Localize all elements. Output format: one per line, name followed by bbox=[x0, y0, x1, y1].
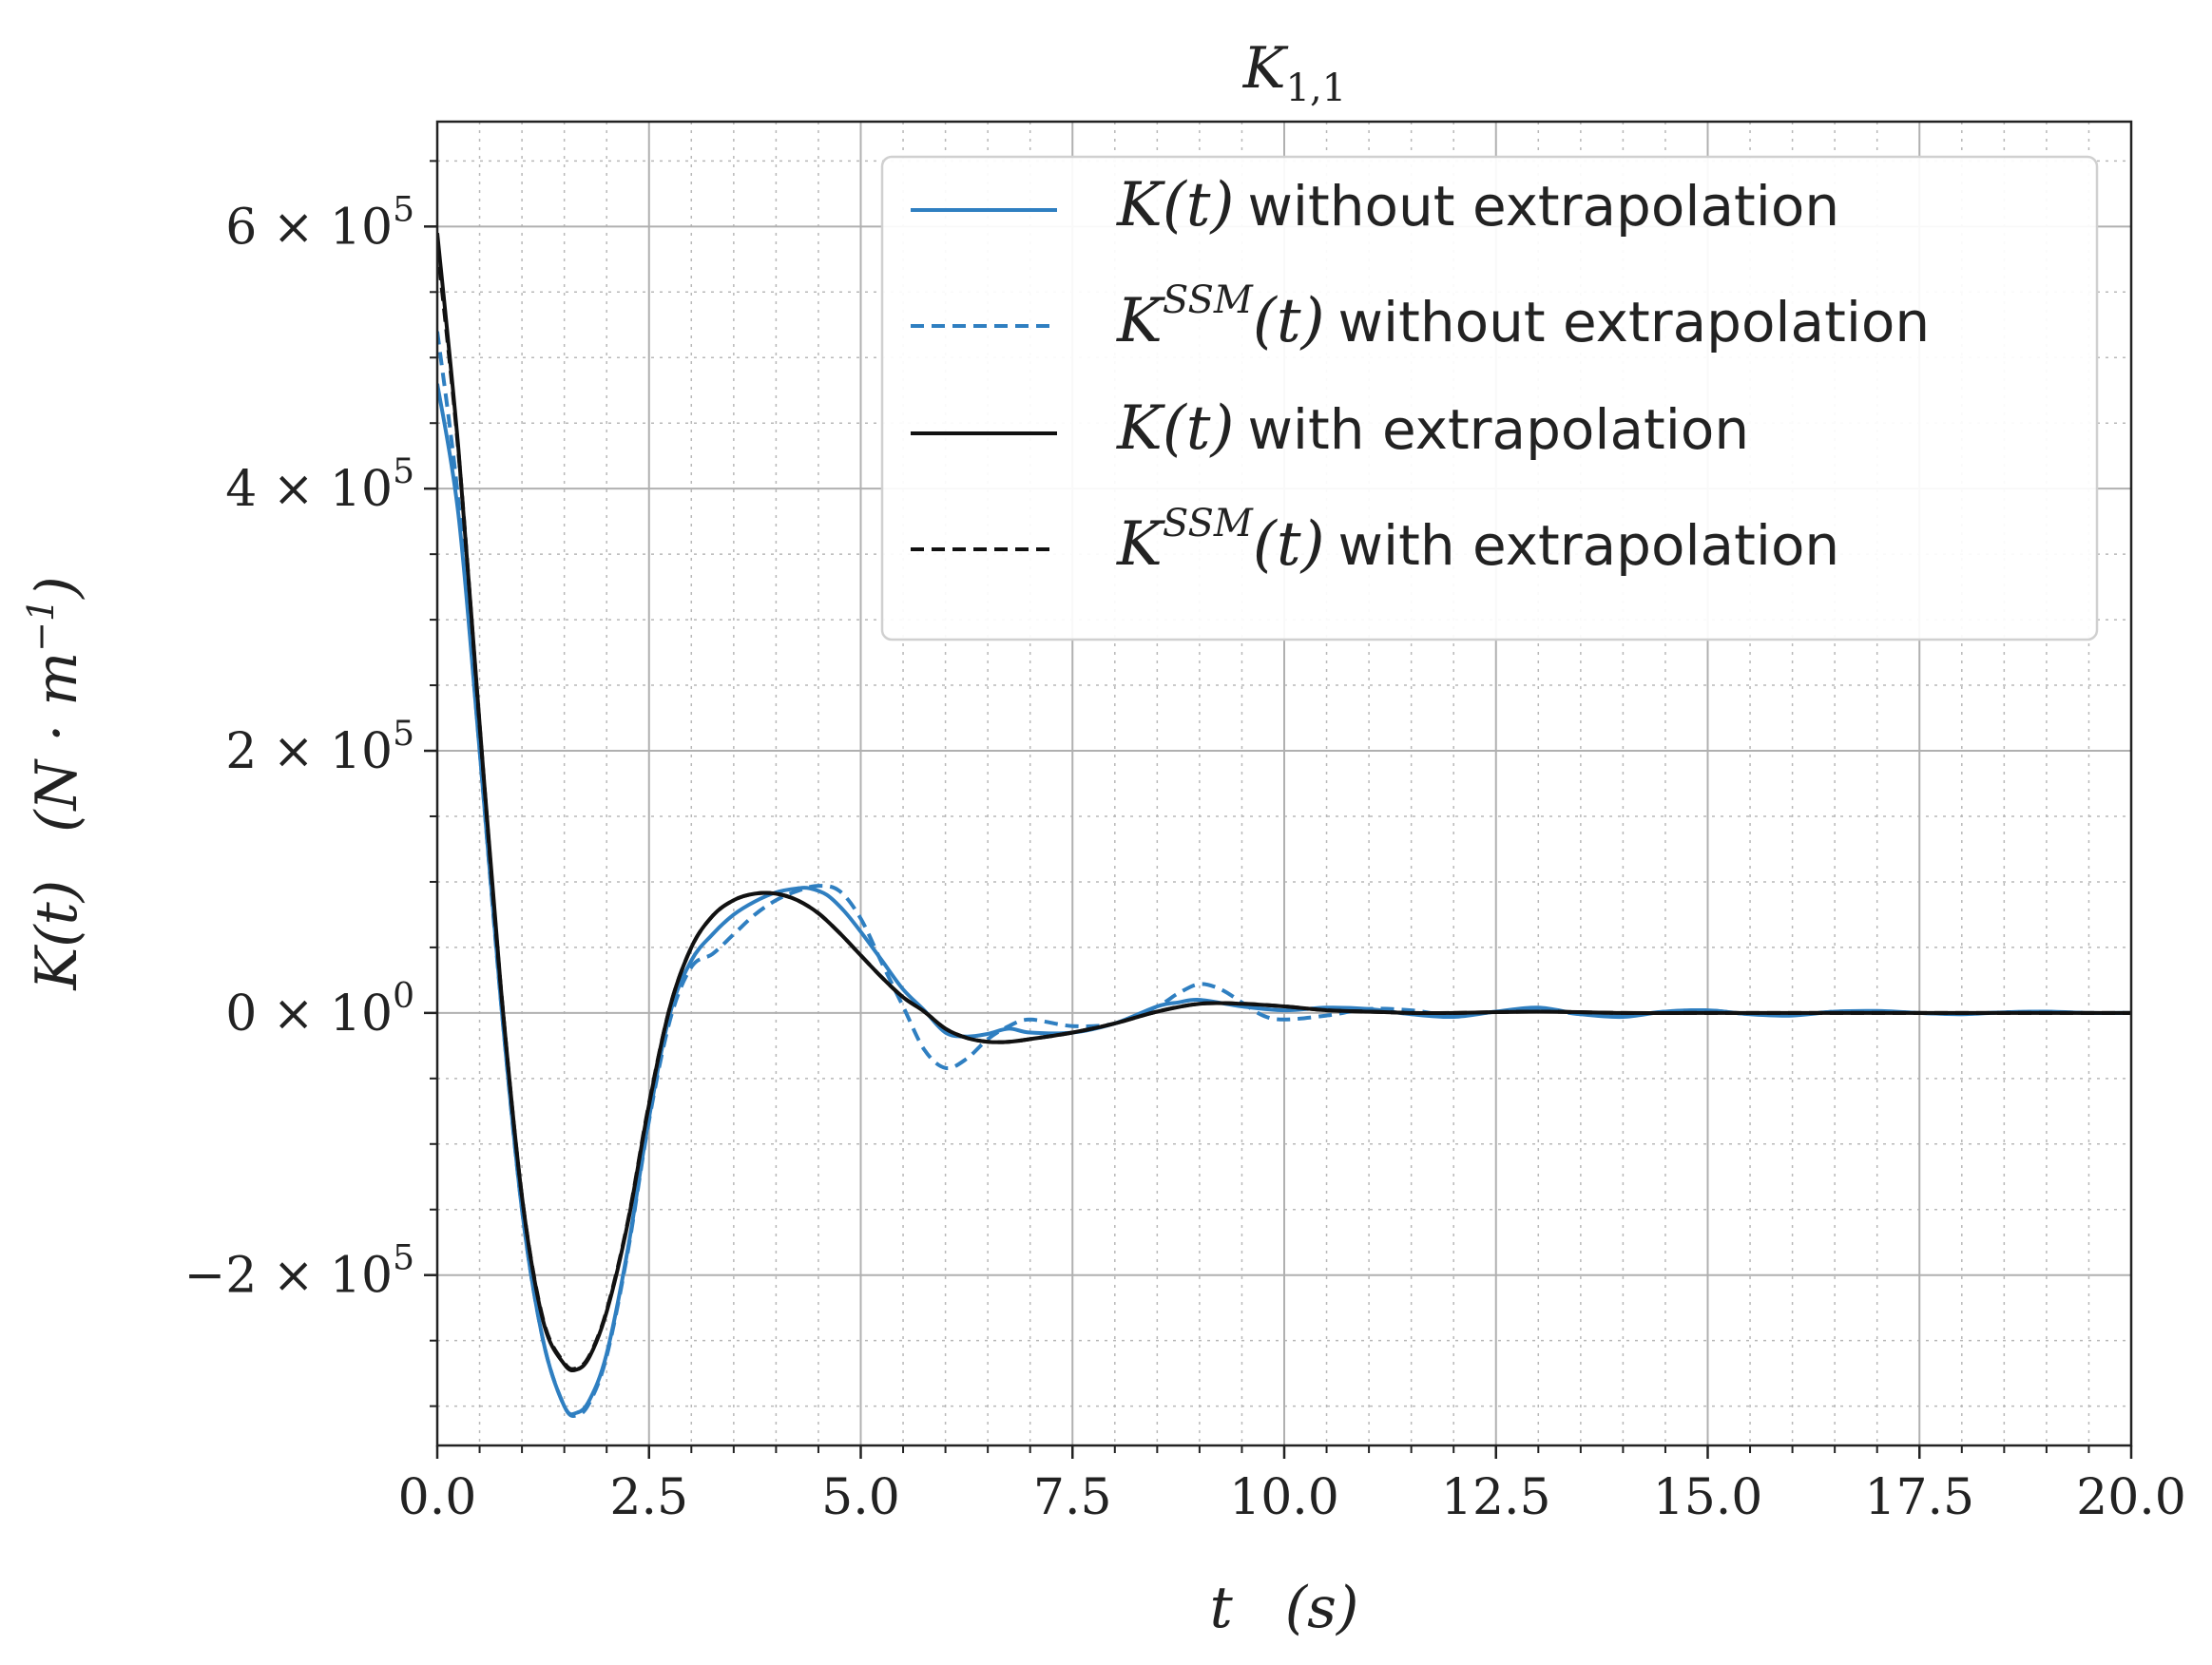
y-tick-exponent: 5 bbox=[393, 1239, 414, 1278]
legend-math: K(t) bbox=[1116, 393, 1234, 464]
legend-math-arg: (t) bbox=[1253, 509, 1325, 580]
legend-superscript: SSM bbox=[1163, 278, 1254, 322]
legend-suffix: with extrapolation bbox=[1247, 397, 1749, 462]
legend-math: K(t) bbox=[1116, 170, 1234, 240]
legend-label: K(t) with extrapolation bbox=[1116, 393, 1749, 464]
legend-label: KSSM(t) without extrapolation bbox=[1116, 278, 1930, 356]
y-tick-mantissa: 4 × 10 bbox=[225, 461, 393, 518]
legend-entry-3: K(t) with extrapolation bbox=[911, 393, 1749, 464]
x-tick-label: 12.5 bbox=[1441, 1469, 1551, 1526]
legend-suffix: with extrapolation bbox=[1338, 513, 1840, 578]
y-tick-label: 6 × 105 bbox=[225, 190, 414, 256]
x-tick-label: 7.5 bbox=[1033, 1469, 1112, 1526]
legend-label: K(t) without extrapolation bbox=[1116, 170, 1839, 240]
x-axis-ticks: 0.0 2.5 5.0 7.5 10.0 12.5 15.0 17.5 20.0 bbox=[398, 1445, 2186, 1526]
y-tick-label: 2 × 105 bbox=[225, 715, 414, 780]
y-axis-var: K(t) bbox=[24, 880, 90, 991]
y-axis-unit: (N · m bbox=[24, 652, 90, 832]
legend-suffix: without extrapolation bbox=[1247, 174, 1839, 239]
y-axis-unit-close: ) bbox=[24, 576, 90, 600]
y-tick-exponent: 5 bbox=[393, 452, 414, 491]
series-line-4 bbox=[437, 245, 2131, 1371]
y-tick-exponent: 5 bbox=[393, 715, 414, 754]
x-tick-label: 0.0 bbox=[398, 1469, 477, 1526]
x-axis-title: t (s) bbox=[1210, 1575, 1359, 1641]
y-tick-mantissa: 6 × 10 bbox=[225, 199, 393, 256]
legend-entry-4: KSSM(t) with extrapolation bbox=[911, 502, 1839, 580]
x-tick-label: 10.0 bbox=[1229, 1469, 1339, 1526]
x-axis-unit: (s) bbox=[1285, 1575, 1359, 1641]
y-tick-mantissa: 0 × 10 bbox=[225, 986, 393, 1043]
legend-suffix: without extrapolation bbox=[1338, 290, 1931, 354]
y-tick-mantissa: 2 × 10 bbox=[225, 723, 393, 780]
y-tick-label: 0 × 100 bbox=[225, 977, 414, 1043]
chart-title: K1,1 bbox=[1242, 35, 1346, 110]
x-axis-var: t bbox=[1210, 1575, 1234, 1641]
legend-entry-1: K(t) without extrapolation bbox=[911, 170, 1839, 240]
x-tick-label: 20.0 bbox=[2076, 1469, 2186, 1526]
legend-entry-2: KSSM(t) without extrapolation bbox=[911, 278, 1930, 356]
y-tick-exponent: 0 bbox=[393, 977, 414, 1016]
x-tick-label: 15.0 bbox=[1653, 1469, 1763, 1526]
y-axis-title: K(t) (N · m−1) bbox=[20, 576, 90, 990]
y-tick-mantissa: −2 × 10 bbox=[184, 1248, 393, 1305]
x-tick-label: 17.5 bbox=[1864, 1469, 1974, 1526]
y-tick-label: −2 × 105 bbox=[184, 1239, 414, 1305]
series-layer bbox=[437, 233, 2131, 1418]
x-tick-label: 2.5 bbox=[609, 1469, 688, 1526]
legend-label: KSSM(t) with extrapolation bbox=[1116, 502, 1839, 580]
legend-math-arg: (t) bbox=[1253, 286, 1325, 356]
y-tick-exponent: 5 bbox=[393, 190, 414, 229]
chart-title-sub: 1,1 bbox=[1286, 67, 1347, 110]
y-axis-unit-exp: −1 bbox=[20, 599, 62, 652]
y-tick-label: 4 × 105 bbox=[225, 452, 414, 518]
x-tick-label: 5.0 bbox=[821, 1469, 900, 1526]
legend-math: K bbox=[1116, 509, 1165, 580]
chart-title-base: K bbox=[1242, 35, 1289, 102]
legend-superscript: SSM bbox=[1163, 502, 1254, 545]
legend-math: K bbox=[1116, 286, 1165, 356]
legend-box bbox=[880, 155, 2099, 641]
